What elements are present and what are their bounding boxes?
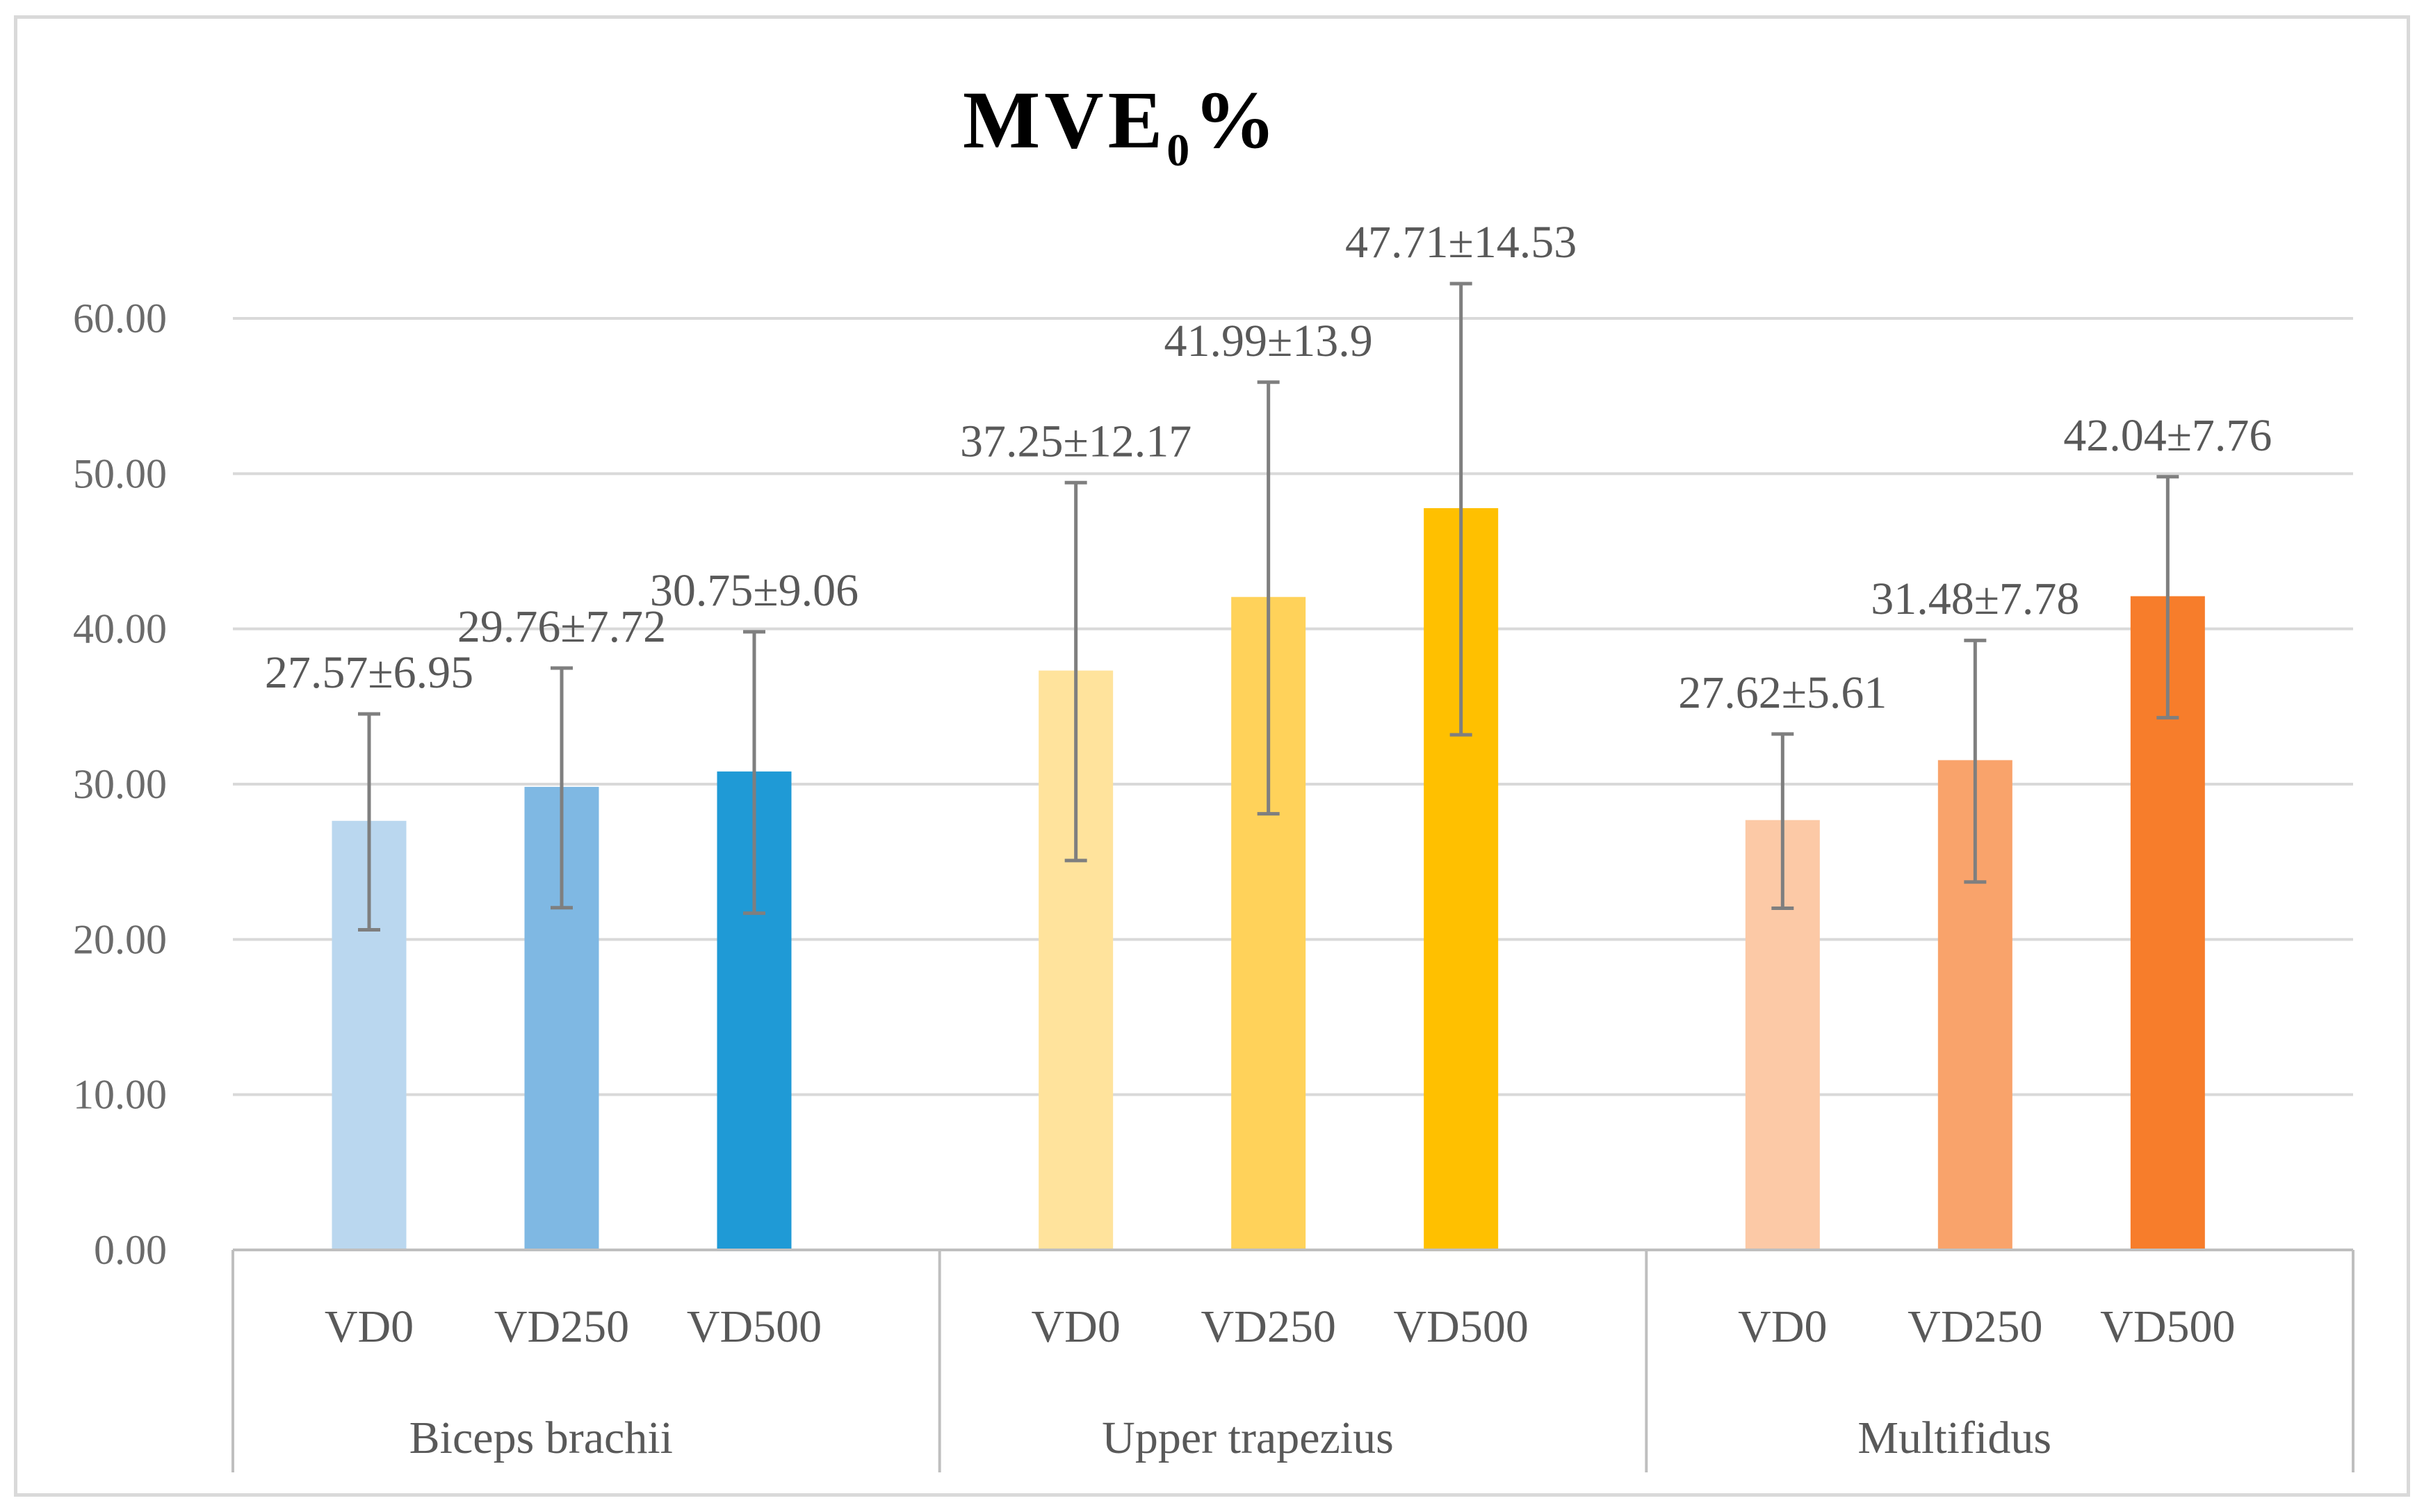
y-tick-label: 20.00 <box>73 916 167 962</box>
data-label: 27.57±6.95 <box>265 647 473 698</box>
x-axis: VD0 VD250 VD500 Biceps brachii VD0 VD250 VD500… <box>231 1249 2354 1472</box>
chart-title: MVE0% <box>963 74 1280 176</box>
data-label: 41.99±13.9 <box>1164 316 1373 366</box>
x-tick-label: VD500 <box>2100 1301 2235 1352</box>
x-tick-label: VD0 <box>1032 1301 1121 1352</box>
x-tick-label: VD500 <box>687 1301 822 1352</box>
data-label: 29.76±7.72 <box>457 601 666 652</box>
group-label: Multifidus <box>1857 1413 2051 1463</box>
data-label: 27.62±5.61 <box>1678 667 1887 718</box>
data-label: 31.48±7.78 <box>1871 574 2079 624</box>
x-tick-label: VD250 <box>1201 1301 1336 1352</box>
y-tick-label: 0.00 <box>94 1227 167 1273</box>
data-label: 30.75±9.06 <box>650 565 859 616</box>
y-tick-label: 10.00 <box>73 1072 167 1118</box>
error-bars <box>358 282 2179 932</box>
y-axis-ticks: 0.00 10.00 20.00 30.00 40.00 50.00 60.00 <box>73 295 167 1273</box>
data-label: 37.25±12.17 <box>960 416 1191 466</box>
group-label: Biceps brachii <box>409 1413 673 1463</box>
x-tick-label: VD500 <box>1394 1301 1529 1352</box>
group-label: Upper trapezius <box>1102 1413 1394 1463</box>
y-tick-label: 50.00 <box>73 450 167 496</box>
data-label: 42.04±7.76 <box>2063 410 2272 461</box>
x-tick-label: VD0 <box>325 1301 414 1352</box>
x-tick-label: VD250 <box>1908 1301 2042 1352</box>
x-tick-label: VD250 <box>494 1301 629 1352</box>
y-tick-label: 60.00 <box>73 295 167 341</box>
x-tick-label: VD0 <box>1738 1301 1827 1352</box>
y-tick-label: 40.00 <box>73 606 167 652</box>
y-tick-label: 30.00 <box>73 761 167 807</box>
data-label: 47.71±14.53 <box>1345 217 1577 268</box>
